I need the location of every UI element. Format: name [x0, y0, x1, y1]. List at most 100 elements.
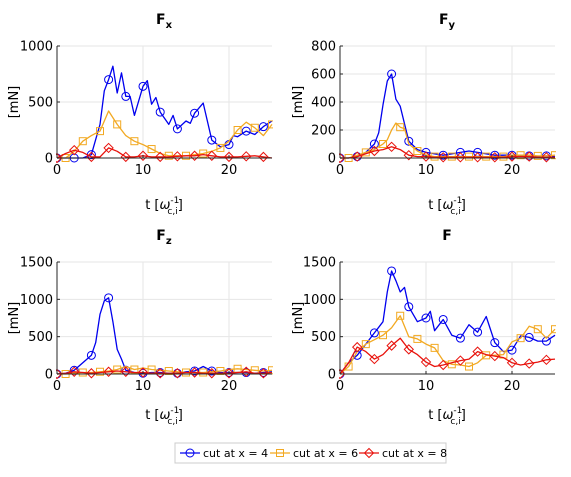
legend-label-s4: cut at x = 4	[203, 447, 268, 460]
data-point	[379, 331, 387, 340]
data-point	[430, 343, 439, 352]
legend-entry-s6: cut at x = 6	[270, 447, 358, 460]
y-tick-label: 500	[28, 96, 53, 111]
data-point	[420, 151, 432, 162]
data-point	[120, 366, 132, 377]
panel-title: Fx	[156, 12, 173, 31]
panel-title: F	[442, 228, 452, 244]
data-point	[258, 368, 269, 379]
series-line-s6	[57, 365, 273, 375]
data-point	[207, 135, 217, 145]
x-tick-label: 10	[135, 379, 152, 394]
data-point	[172, 124, 182, 134]
y-tick-label: 200	[311, 124, 336, 139]
data-point	[190, 366, 200, 376]
x-tick-label: 0	[53, 163, 61, 178]
y-axis-label: [mN]	[7, 302, 22, 335]
data-point	[361, 340, 370, 349]
data-point	[154, 151, 166, 163]
data-point	[369, 145, 380, 157]
data-point	[507, 345, 517, 355]
data-point	[103, 142, 114, 154]
data-point	[96, 127, 104, 136]
data-point	[86, 151, 97, 163]
data-point	[523, 358, 535, 369]
data-point	[403, 149, 415, 161]
legend-marker-s4	[185, 448, 195, 458]
series-group	[339, 69, 556, 164]
series-line-s4	[57, 65, 273, 159]
panel-fz: Fz 0 10 20 0 500 1000 1500 [mN] t [ω-1 c,i]	[7, 228, 273, 427]
panel-fx: Fx 0 10 20 0 500 1000 [mN] t [ω-1 c,i]	[7, 12, 273, 217]
data-point	[369, 328, 379, 338]
data-point	[490, 338, 500, 348]
legend-marker-s6	[276, 449, 284, 457]
x-tick-label: 0	[336, 379, 344, 394]
plot-area: 0 10 20 0 500 1000 1500	[20, 256, 273, 394]
x-tick-label: 20	[504, 163, 521, 178]
data-point	[113, 365, 122, 374]
data-point	[473, 327, 483, 337]
data-point	[138, 81, 148, 91]
series-line-s8	[339, 337, 556, 375]
x-tick-label: 10	[418, 379, 435, 394]
data-point	[506, 357, 518, 369]
y-axis-label: [mN]	[7, 86, 22, 119]
y-tick-label: 500	[311, 330, 336, 345]
data-point	[516, 334, 525, 343]
data-point	[164, 151, 173, 160]
data-point	[437, 359, 449, 371]
data-point	[172, 368, 183, 379]
y-tick-label: 500	[28, 330, 53, 345]
y-tick-label: 1000	[20, 293, 53, 308]
data-point	[189, 367, 200, 378]
data-point	[86, 350, 96, 360]
y-tick-label: 400	[311, 96, 336, 111]
data-point	[137, 150, 149, 161]
data-point	[489, 350, 501, 362]
data-point	[268, 120, 273, 129]
series-group	[56, 65, 273, 164]
data-point	[465, 152, 473, 161]
data-point	[472, 346, 483, 357]
panel-title: Fz	[156, 228, 172, 247]
data-point	[413, 334, 422, 343]
data-point	[533, 325, 542, 334]
data-point	[387, 266, 397, 276]
x-tick-label: 0	[336, 163, 344, 178]
data-point	[351, 151, 363, 162]
data-point	[240, 366, 252, 377]
data-point	[121, 91, 131, 101]
data-point	[396, 123, 405, 132]
data-point	[551, 151, 556, 160]
data-point	[523, 151, 535, 162]
y-tick-label: 1000	[303, 293, 336, 308]
data-point	[233, 126, 242, 134]
y-tick-label: 1000	[20, 40, 53, 55]
data-point	[147, 145, 156, 154]
y-tick-label: 1500	[20, 256, 53, 271]
legend-marker-s8	[363, 447, 375, 459]
data-point	[241, 126, 251, 136]
data-point	[56, 152, 63, 164]
data-point	[164, 367, 173, 376]
series-group	[339, 266, 556, 380]
data-point	[56, 368, 63, 380]
data-point	[420, 356, 432, 368]
x-tick-label: 0	[53, 379, 61, 394]
y-tick-label: 1500	[303, 256, 336, 271]
data-point	[78, 137, 87, 146]
data-point	[524, 332, 534, 342]
data-point	[190, 108, 200, 118]
data-point	[386, 340, 397, 351]
data-point	[223, 368, 235, 379]
y-axis-label: [mN]	[291, 86, 306, 119]
data-point	[403, 344, 415, 355]
data-point	[472, 152, 483, 163]
data-point	[199, 149, 208, 158]
data-point	[104, 75, 114, 85]
y-tick-label: 0	[45, 152, 53, 167]
panel-title: Fy	[439, 12, 456, 31]
data-point	[120, 151, 132, 163]
